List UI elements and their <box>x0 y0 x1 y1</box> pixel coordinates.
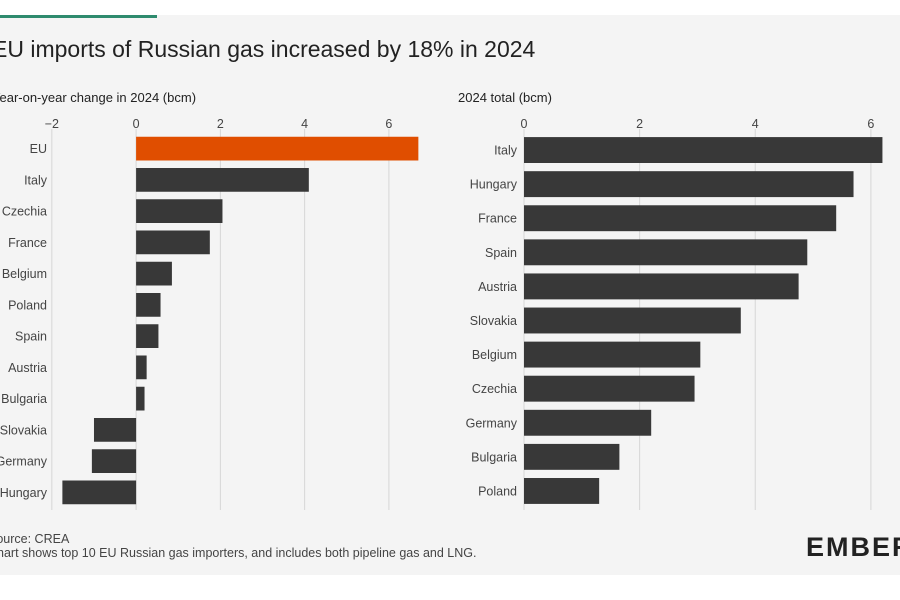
total-x-tick-label: 4 <box>752 117 759 131</box>
yoy-category-label: Bulgaria <box>1 392 47 406</box>
yoy-bar-eu <box>136 136 419 161</box>
yoy-bar-hungary <box>62 480 137 505</box>
total-bar-poland <box>524 478 600 504</box>
left-chart-subtitle: Year-on-year change in 2024 (bcm) <box>0 90 197 105</box>
total-category-label: Bulgaria <box>471 450 517 464</box>
yoy-category-label: Belgium <box>2 267 47 281</box>
yoy-category-label: Spain <box>15 330 47 344</box>
total-x-tick-label: 0 <box>521 117 528 131</box>
total-category-label: Poland <box>478 484 517 498</box>
chart-title: EU imports of Russian gas increased by 1… <box>0 36 536 62</box>
total-bar-czechia <box>524 375 695 402</box>
total-bar-spain <box>524 239 808 266</box>
yoy-bar-slovakia <box>93 418 137 442</box>
total-bar-italy <box>524 137 883 163</box>
yoy-category-label: France <box>8 236 47 250</box>
total-category-label: Belgium <box>472 348 517 362</box>
yoy-bar-poland <box>136 293 161 317</box>
total-category-label: Czechia <box>472 382 517 396</box>
yoy-category-label: Czechia <box>2 205 47 219</box>
yoy-x-tick-label: 0 <box>133 117 140 131</box>
total-x-tick-label: 6 <box>867 117 874 131</box>
total-bar-austria <box>524 273 799 300</box>
yoy-x-tick-label: 2 <box>217 117 224 131</box>
total-category-label: Italy <box>494 144 518 158</box>
yoy-x-tick-label: −2 <box>45 117 59 131</box>
yoy-bar-czechia <box>136 199 223 223</box>
total-category-label: Austria <box>478 280 517 294</box>
total-bar-belgium <box>524 341 701 368</box>
yoy-category-label: Hungary <box>0 486 48 500</box>
yoy-x-tick-label: 4 <box>301 117 308 131</box>
yoy-category-label: Germany <box>0 455 48 469</box>
total-category-label: Slovakia <box>470 314 517 328</box>
right-chart-subtitle: 2024 total (bcm) <box>458 90 552 105</box>
total-bar-hungary <box>524 171 854 198</box>
yoy-category-label: Austria <box>8 361 47 375</box>
yoy-bar-bulgaria <box>136 386 145 411</box>
total-bar-bulgaria <box>524 443 620 470</box>
yoy-x-tick-label: 6 <box>385 117 392 131</box>
total-category-label: Spain <box>485 246 517 260</box>
chart-note: Chart shows top 10 EU Russian gas import… <box>0 546 477 560</box>
yoy-bar-italy <box>136 168 309 192</box>
total-bar-france <box>524 205 837 232</box>
total-bar-slovakia <box>524 307 741 334</box>
yoy-bar-germany <box>91 449 137 473</box>
accent-bar <box>0 15 157 18</box>
yoy-category-label: Slovakia <box>0 423 47 437</box>
total-category-label: Germany <box>466 416 518 430</box>
yoy-category-label: EU <box>30 142 47 156</box>
yoy-bar-spain <box>136 324 159 348</box>
yoy-bar-austria <box>136 355 147 380</box>
yoy-bar-belgium <box>136 261 172 286</box>
ember-logo: EMBER <box>806 532 900 562</box>
source-note: Source: CREA <box>0 532 70 546</box>
yoy-bar-france <box>136 230 210 255</box>
total-category-label: France <box>478 212 517 226</box>
yoy-category-label: Italy <box>24 173 48 187</box>
total-category-label: Hungary <box>470 178 518 192</box>
total-x-tick-label: 2 <box>636 117 643 131</box>
total-bar-germany <box>524 409 652 436</box>
yoy-category-label: Poland <box>8 298 47 312</box>
